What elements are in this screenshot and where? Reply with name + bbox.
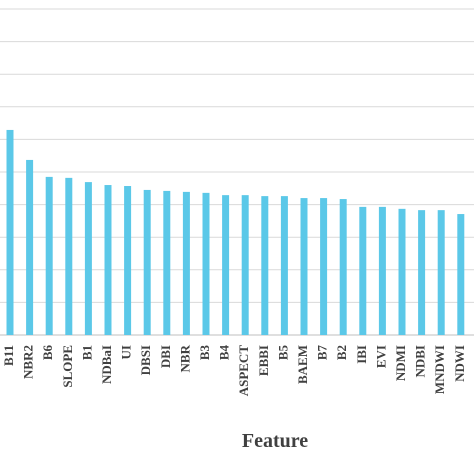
bar [84, 182, 92, 335]
x-axis-title: Feature [242, 430, 308, 452]
x-tick-label: ASPECT [236, 345, 251, 397]
bar [143, 189, 151, 335]
bar [437, 210, 445, 335]
bar [45, 176, 53, 335]
x-tick-label: DBI [158, 345, 173, 368]
bar [261, 196, 269, 335]
bar [26, 159, 34, 335]
x-tick-label: B11 [1, 345, 16, 366]
x-tick-label: NDBaI [99, 345, 114, 384]
bar [378, 206, 386, 335]
x-tick-label: NBR [177, 344, 192, 372]
x-tick-label: UI [119, 345, 134, 359]
bar [65, 177, 73, 335]
x-tick-label: NDWI [452, 345, 467, 382]
bar [359, 206, 367, 335]
bar [457, 214, 465, 335]
x-tick-label: B6 [40, 345, 55, 361]
x-tick-label: DBSI [138, 345, 153, 375]
bar [6, 129, 14, 335]
x-tick-label: SLOPE [60, 345, 75, 388]
bar [398, 208, 406, 335]
bar [241, 195, 249, 335]
bar [182, 191, 190, 335]
x-tick-label: NDMI [393, 345, 408, 381]
bar [418, 210, 426, 335]
x-tick-label: NBR2 [21, 345, 36, 379]
x-tick-label: EVI [373, 345, 388, 368]
bar [104, 185, 112, 335]
x-tick-label: EBBI [256, 345, 271, 376]
bar [202, 192, 210, 335]
bar [163, 190, 171, 335]
bar [300, 198, 308, 335]
x-tick-label: B2 [334, 345, 349, 360]
x-tick-label: NDBI [413, 345, 428, 378]
x-tick-label: B1 [79, 345, 94, 360]
x-tick-label: B3 [197, 345, 212, 361]
bar [320, 198, 328, 335]
x-tick-label: MNDWI [432, 345, 447, 394]
bar [222, 195, 230, 335]
bar [339, 199, 347, 335]
x-tick-label: B5 [275, 345, 290, 361]
x-tick-label: B4 [217, 345, 232, 361]
bar [124, 186, 132, 335]
x-tick-label: IBI [354, 345, 369, 364]
bar [280, 196, 288, 335]
x-tick-label: BAEM [295, 345, 310, 384]
x-tick-label: B7 [315, 345, 330, 361]
